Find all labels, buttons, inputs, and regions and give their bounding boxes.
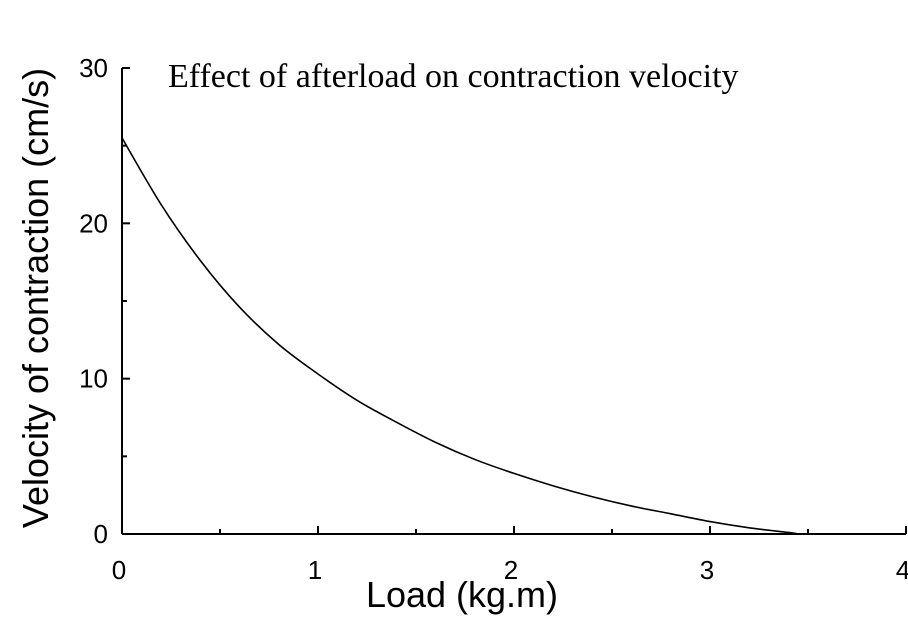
y-tick-label: 20 (79, 208, 108, 238)
x-tick-label: 4 (896, 555, 908, 585)
y-axis-label: Velocity of contraction (cm/s) (15, 68, 56, 528)
y-tick-label: 0 (94, 519, 108, 549)
x-axis-label: Load (kg.m) (366, 574, 558, 615)
chart-title: Effect of afterload on contraction veloc… (168, 58, 739, 95)
axes (121, 68, 906, 535)
x-tick-label: 2 (504, 555, 518, 585)
x-tick-label: 0 (112, 555, 126, 585)
y-tick-label: 30 (79, 53, 108, 83)
ticks: 0 1 2 3 4 0 10 20 30 (79, 53, 908, 585)
y-tick-label: 10 (79, 364, 108, 394)
x-tick-label: 1 (308, 555, 322, 585)
x-tick-label: 3 (700, 555, 714, 585)
series (121, 137, 799, 535)
series-line-1 (121, 137, 799, 535)
